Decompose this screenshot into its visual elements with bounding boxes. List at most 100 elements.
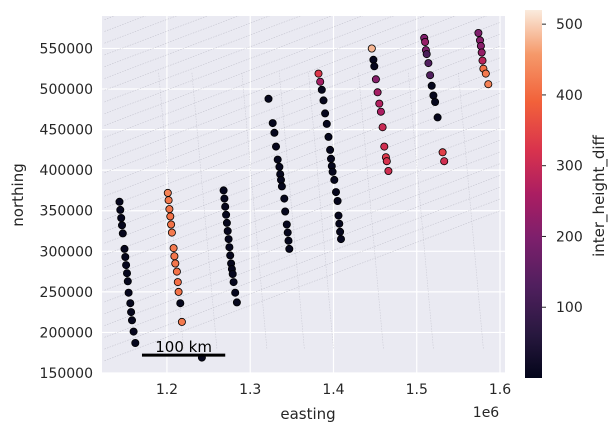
data-point [174,287,183,296]
data-point [370,62,379,71]
data-point [222,218,231,227]
data-point [322,119,331,128]
data-point [264,94,273,103]
trackline [104,198,501,350]
trackline [104,16,487,162]
data-point [424,59,433,68]
colorbar-tick-label: 400 [556,88,583,104]
trackline [104,210,501,362]
data-point [484,80,493,89]
data-point [275,162,284,171]
data-point [481,69,490,78]
data-point [429,91,438,100]
data-point [169,244,178,253]
trackline [104,175,501,326]
track-lines [104,16,501,362]
data-point [384,166,393,175]
y-tick-label: 200000 [40,325,93,341]
trackline [279,72,305,349]
x-tick-label: 1.2 [156,382,178,398]
data-point [270,128,279,137]
data-point [478,56,487,65]
x-axis-ticks: 1.2 1.3 1.4 1.5 1.6 [156,382,511,398]
data-point [123,269,132,278]
data-point [336,235,345,244]
x-tick-label: 1.3 [239,382,261,398]
data-point [334,211,343,220]
trackline [458,72,484,349]
trackline [104,116,501,267]
trackline [104,16,425,138]
data-point [118,221,127,230]
trackline [104,22,501,173]
y-axis-ticks: 150000 200000 250000 300000 350000 400000 4500… [40,41,93,382]
x-tick-label: 1.6 [489,382,511,398]
data-point [474,28,483,37]
colorbar-gradient [525,10,542,378]
data-point [225,243,234,252]
data-point [271,142,280,151]
trackline [308,72,334,349]
data-point [163,188,172,197]
data-points [115,28,493,362]
trackline [104,16,177,44]
data-point [284,236,293,245]
trackline [104,163,501,315]
data-point [223,226,232,235]
data-point [277,182,286,191]
data-point [283,228,292,237]
data-point [326,154,335,163]
colorbar-tick-label: 300 [556,159,583,175]
data-point [321,109,330,118]
trackline [104,139,501,291]
data-point [232,298,241,307]
data-point [165,205,174,214]
data-point [115,197,124,206]
data-point [316,77,325,86]
trackline [104,16,270,79]
data-point [231,288,240,297]
data-point [117,213,126,222]
trackline [104,16,239,67]
data-point [335,219,344,228]
trackline [104,16,208,56]
data-point [229,278,238,287]
data-point [330,175,339,184]
data-point [226,251,235,260]
trackline [241,72,268,349]
colorbar: 100 200 300 400 500 inter_height_diff [525,10,609,378]
colorbar-ticks: 100 200 300 400 500 [542,17,583,316]
data-point [282,220,291,229]
data-point [123,277,132,286]
trackline [104,16,363,115]
data-point [171,259,180,268]
trackline [104,16,456,150]
y-tick-label: 550000 [40,41,93,57]
data-point [131,338,140,347]
data-point [319,96,328,105]
data-point [268,119,277,128]
data-point [369,55,378,64]
data-point [173,278,182,287]
data-point [317,85,326,94]
data-point [285,244,294,253]
scale-bar: 100 km [141,338,226,357]
data-point [124,288,133,297]
data-point [331,188,340,197]
data-point [427,81,436,90]
trackline [104,186,501,338]
x-offset-label: 1e6 [473,405,500,421]
y-tick-label: 250000 [40,285,93,301]
data-point [373,88,382,97]
data-point [378,123,387,132]
y-tick-label: 500000 [40,82,93,98]
plot-area [102,16,505,373]
data-point [382,157,391,166]
data-point [228,269,237,278]
data-point [121,252,130,261]
y-tick-label: 450000 [40,123,93,139]
data-point [336,227,345,236]
trackline [104,57,501,209]
data-point [221,202,230,211]
trackline [408,72,434,349]
